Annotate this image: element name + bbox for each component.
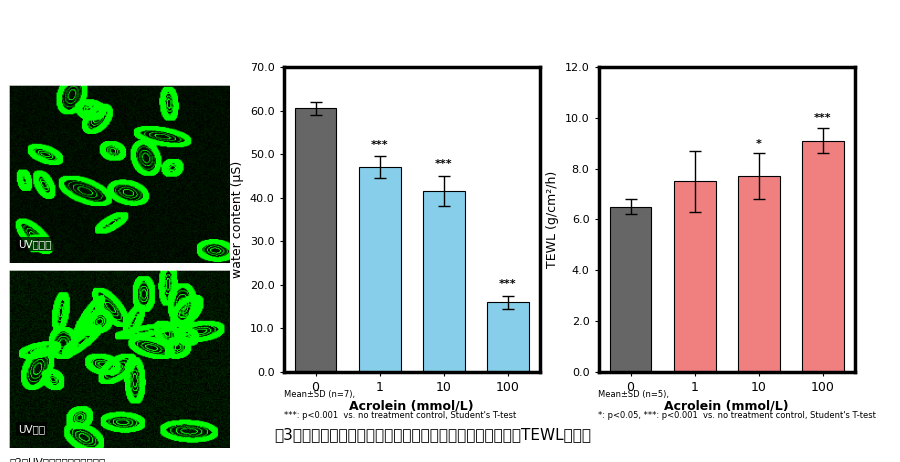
Text: UV未照射: UV未照射: [18, 239, 51, 249]
Bar: [802, 141, 844, 372]
Text: *: *: [756, 139, 761, 149]
Bar: [487, 302, 529, 372]
Bar: [423, 191, 464, 372]
Text: ***: ***: [500, 279, 517, 289]
Bar: [738, 176, 779, 372]
Y-axis label: water content (μS): water content (μS): [231, 161, 244, 278]
Bar: [674, 182, 716, 372]
Bar: [359, 167, 400, 372]
Text: 図2　UV照射による角層細胞内: 図2 UV照射による角層細胞内: [9, 457, 105, 462]
X-axis label: Acrolein (mmol/L): Acrolein (mmol/L): [664, 400, 789, 413]
X-axis label: Acrolein (mmol/L): Acrolein (mmol/L): [349, 400, 474, 413]
Text: ***: ***: [435, 159, 453, 170]
Bar: [294, 109, 337, 372]
Y-axis label: TEWL (g/cm²/h): TEWL (g/cm²/h): [546, 171, 559, 268]
Text: ***: p<0.001  vs. no treatment control, Student's T-test: ***: p<0.001 vs. no treatment control, S…: [284, 411, 516, 420]
Text: *: p<0.05, ***: p<0.001  vs. no treatment control, Student's T-test: *: p<0.05, ***: p<0.001 vs. no treatment…: [598, 411, 877, 420]
Text: Mean±SD (n=7),: Mean±SD (n=7),: [284, 390, 355, 399]
Text: Mean±SD (n=5),: Mean±SD (n=5),: [598, 390, 670, 399]
Text: 図3　カルボニル化処理したブタ皮膚の角層水分量の低下とTEWLの上昇: 図3 カルボニル化処理したブタ皮膚の角層水分量の低下とTEWLの上昇: [274, 427, 591, 442]
Text: UV照射: UV照射: [18, 424, 45, 434]
Text: ***: ***: [814, 113, 832, 123]
Text: ***: ***: [371, 140, 389, 150]
Bar: [609, 207, 652, 372]
